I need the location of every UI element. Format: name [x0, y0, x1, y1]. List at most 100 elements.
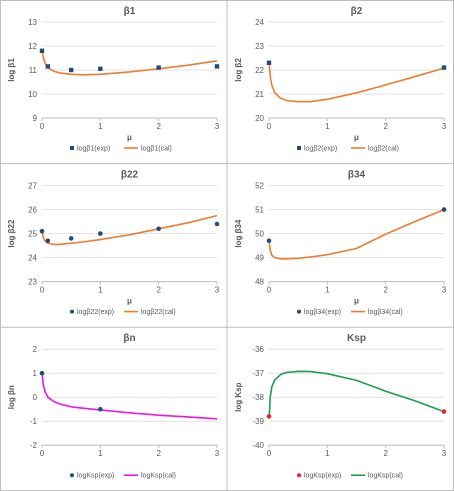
legend-label: logβ1(cal)	[141, 146, 172, 153]
y-tick-label: -37	[252, 369, 264, 378]
y-axis-label: log β1	[7, 58, 16, 82]
legend-label: logβ1(exp)	[77, 146, 110, 153]
y-tick-label: 12	[28, 42, 37, 51]
legend-entry: logKsp(cal)	[351, 473, 403, 480]
x-tick-label: 1	[325, 286, 330, 295]
y-tick-label: 21	[255, 90, 264, 99]
legend-label: logβ34(exp)	[304, 309, 341, 316]
x-axis-label: μ	[127, 133, 132, 142]
legend-swatch	[297, 473, 301, 478]
x-tick-label: 1	[325, 449, 330, 458]
x-tick-label: 2	[383, 449, 388, 458]
legend-label: logβ34(cal)	[368, 309, 403, 316]
data-point	[98, 231, 103, 236]
data-point	[266, 60, 272, 65]
y-tick-label: 1	[33, 369, 38, 378]
data-point	[39, 370, 45, 376]
legend-label: logβ2(exp)	[304, 146, 337, 153]
x-tick-label: 0	[40, 286, 45, 295]
y-tick-label: 10	[28, 90, 37, 99]
legend-swatch	[70, 473, 74, 478]
y-tick-label: -1	[30, 417, 38, 426]
y-tick-label: 48	[255, 278, 264, 287]
legend-entry: logβ1(exp)	[70, 146, 110, 153]
y-tick-label: -2	[30, 441, 38, 450]
y-tick-label: -40	[252, 441, 264, 450]
data-point	[266, 414, 272, 419]
data-point	[98, 66, 103, 71]
data-point	[45, 64, 51, 69]
legend-label: logKsp(cal)	[141, 473, 176, 480]
series-line	[268, 370, 445, 416]
x-tick-label: 0	[40, 449, 45, 458]
y-tick-label: 25	[28, 230, 37, 239]
x-tick-label: 1	[98, 449, 103, 458]
x-tick-label: 1	[98, 122, 103, 131]
y-tick-label: 9	[33, 114, 38, 123]
chart-title: β2	[351, 6, 363, 17]
x-tick-label: 0	[267, 286, 272, 295]
chart-panel: Ksp -40 -39 -38 -37 -36 0 1 2 3 log Ksp logKsp(exp)…	[234, 333, 447, 480]
x-tick-label: 3	[442, 122, 447, 131]
y-tick-label: 2	[33, 345, 38, 354]
x-tick-label: 2	[383, 286, 388, 295]
y-tick-label: -38	[252, 393, 264, 402]
data-point	[98, 406, 103, 412]
chart-panel: βn -2 -1 0 1 2 0 1 2 3 log βn logKsp(exp) logKsp(cal…	[7, 333, 220, 480]
data-point	[214, 64, 220, 69]
y-axis-label: log Ksp	[234, 382, 243, 411]
legend-entry: logKsp(exp)	[70, 473, 114, 480]
x-tick-label: 3	[215, 122, 220, 131]
y-axis-label: log β34	[234, 219, 243, 248]
y-axis-label: log βn	[7, 385, 16, 409]
y-tick-label: -36	[252, 345, 264, 354]
legend-label: logβ22(exp)	[77, 309, 114, 316]
x-tick-label: 2	[156, 449, 161, 458]
y-tick-label: 52	[255, 182, 264, 191]
legend-entry: logβ22(cal)	[124, 309, 176, 316]
series-line	[41, 51, 218, 76]
series-line	[41, 214, 218, 246]
series-line	[268, 208, 445, 260]
data-point	[45, 238, 51, 244]
legend-swatch	[70, 146, 74, 150]
x-tick-label: 0	[267, 449, 272, 458]
x-tick-label: 0	[40, 122, 45, 131]
chart-panel: β34 48 49 50 51 52 0 1 2 3 μ log β34 logβ34(exp) logβ…	[234, 170, 447, 317]
data-point	[68, 236, 74, 241]
legend-entry: logβ34(cal)	[351, 309, 403, 316]
x-axis-label: μ	[127, 297, 132, 306]
x-tick-label: 1	[325, 122, 330, 131]
y-tick-label: 13	[28, 18, 37, 27]
data-point	[39, 48, 45, 53]
y-tick-label: 20	[255, 114, 264, 123]
y-tick-label: 23	[255, 42, 264, 51]
y-tick-label: 23	[28, 278, 37, 287]
legend-label: logβ22(cal)	[141, 309, 176, 316]
data-point	[441, 207, 447, 212]
y-tick-label: 22	[255, 66, 264, 75]
legend-entry: logKsp(exp)	[297, 473, 341, 480]
x-tick-label: 3	[215, 449, 220, 458]
y-tick-label: 51	[255, 206, 264, 215]
y-tick-label: 49	[255, 254, 264, 263]
data-point	[214, 221, 220, 227]
legend-entry: logKsp(cal)	[124, 473, 176, 480]
data-point	[441, 65, 447, 70]
series-line	[268, 65, 445, 103]
legend-entry: logβ34(exp)	[297, 309, 341, 316]
x-tick-label: 2	[156, 122, 161, 131]
x-tick-label: 3	[442, 449, 447, 458]
chart-title: β1	[124, 6, 136, 17]
y-tick-label: 0	[33, 393, 38, 402]
data-point	[39, 228, 45, 234]
series-line	[41, 375, 218, 420]
x-tick-label: 3	[442, 286, 447, 295]
chart-title: β22	[121, 170, 139, 181]
data-point	[156, 65, 161, 70]
y-tick-label: -39	[252, 417, 264, 426]
chart-title: β34	[348, 170, 366, 181]
x-tick-label: 1	[98, 286, 103, 295]
